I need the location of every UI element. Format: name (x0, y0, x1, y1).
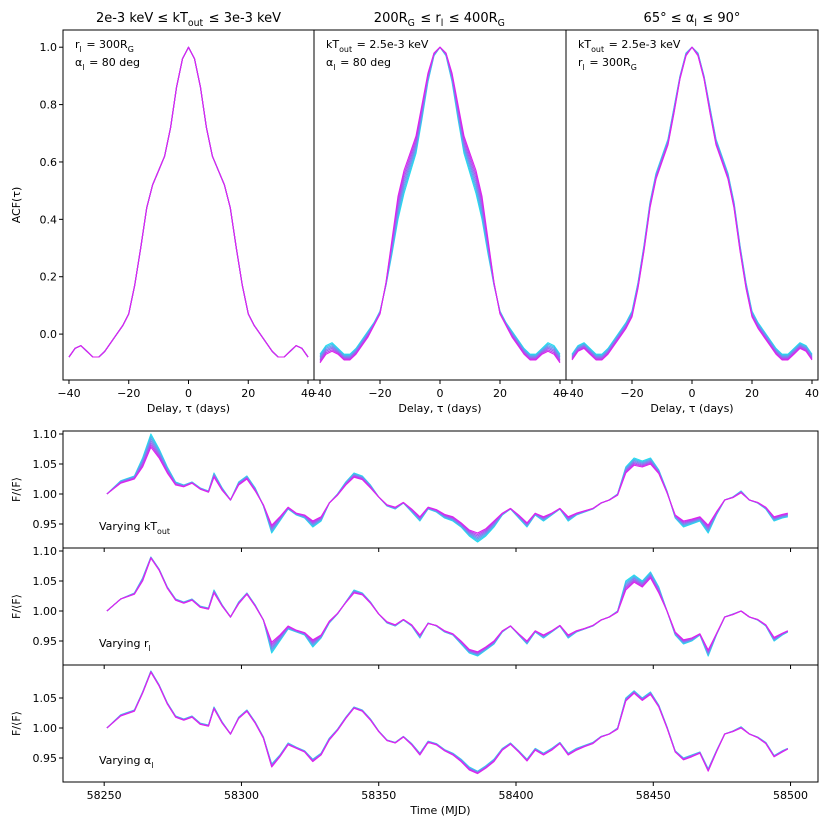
series-line-1 (571, 46, 813, 361)
x-tick-label: 58500 (773, 789, 808, 802)
y-tick-label: 1.00 (33, 605, 58, 618)
x-tick-label: 58450 (636, 789, 671, 802)
panel-acf_al: −40 −20 0 20 40 65° ≤ αl ≤ 90° Delay, τ (days)… (560, 11, 819, 415)
series-line-blend (571, 46, 813, 359)
y-tick-label: 0.95 (33, 752, 58, 765)
series-line-blend (68, 46, 309, 358)
x-axis-label: Delay, τ (days) (650, 402, 733, 415)
x-tick-label: −20 (117, 387, 140, 400)
series-line-blend (68, 46, 309, 358)
y-tick-label: 1.10 (33, 545, 58, 558)
x-tick-label: −40 (560, 387, 583, 400)
x-tick-label: 40 (805, 387, 819, 400)
panel-lc_al: 0.95 1.00 1.05 58250 58300 58350 58400 58450 585… (10, 664, 819, 817)
y-tick-label: 0.2 (40, 271, 58, 284)
panel-acf_kT: 0.0 0.2 0.4 0.6 0.8 1.0 −40 −20 0 20 40 2e-3 keV ≤ … (10, 11, 315, 415)
series-line-blend (319, 46, 561, 362)
panel-title: 65° ≤ αl ≤ 90° (644, 11, 741, 29)
series-line-1 (106, 557, 789, 653)
y-tick-label: 1.00 (33, 488, 58, 501)
series-line-blend (319, 46, 561, 356)
x-tick-label: 20 (493, 387, 507, 400)
x-tick-label: 58250 (87, 789, 122, 802)
y-tick-label: 0.95 (33, 635, 58, 648)
x-tick-label: −40 (308, 387, 331, 400)
y-tick-label: 1.05 (33, 575, 58, 588)
series-line-blend (571, 46, 813, 358)
y-tick-label: 1.05 (33, 692, 58, 705)
x-tick-label: −20 (368, 387, 391, 400)
annotation: rl = 300RG (578, 56, 638, 72)
series-line-0 (68, 46, 309, 358)
x-tick-label: −40 (57, 387, 80, 400)
plot-frame (565, 29, 819, 381)
series-line-1 (68, 46, 309, 358)
y-tick-label: 1.00 (33, 722, 58, 735)
annotation: Varying kTout (99, 520, 171, 536)
x-tick-label: 20 (745, 387, 759, 400)
annotation: αl = 80 deg (326, 56, 391, 72)
x-tick-label: 40 (553, 387, 567, 400)
y-axis-label: F/⟨F⟩ (10, 594, 23, 619)
series-line-1 (106, 671, 789, 775)
x-tick-label: 20 (241, 387, 255, 400)
plot-frame (62, 664, 819, 783)
series-line-1 (106, 446, 788, 534)
annotation: αl = 80 deg (75, 56, 140, 72)
x-tick-label: 58400 (499, 789, 534, 802)
series-line-0 (106, 670, 789, 772)
series-line-blend (68, 46, 309, 358)
panel-title: 2e-3 keV ≤ kTout ≤ 3e-3 keV (96, 11, 281, 29)
annotation: kTout = 2.5e-3 keV (578, 38, 681, 54)
annotation: Varying αl (99, 754, 155, 770)
series-line-blend (319, 46, 561, 361)
y-tick-label: 1.05 (33, 458, 58, 471)
series-line-blend (571, 46, 813, 356)
y-tick-label: 0.8 (40, 99, 58, 112)
y-tick-label: 1.0 (40, 41, 58, 54)
series-line-blend (571, 46, 813, 357)
y-tick-label: 0.95 (33, 518, 58, 531)
series-line-0 (319, 46, 561, 355)
series-line-blend (571, 46, 813, 360)
x-axis-label: Delay, τ (days) (398, 402, 481, 415)
x-tick-label: 40 (301, 387, 315, 400)
y-axis-label: F/⟨F⟩ (10, 711, 23, 736)
y-tick-label: 0.6 (40, 156, 58, 169)
y-axis-label: ACF(τ) (10, 187, 23, 224)
series-line-blend (68, 46, 309, 358)
x-tick-label: 0 (437, 387, 444, 400)
series-line-0 (571, 46, 813, 355)
x-tick-label: −20 (620, 387, 643, 400)
x-axis-label: Delay, τ (days) (147, 402, 230, 415)
annotation: kTout = 2.5e-3 keV (326, 38, 429, 54)
plot-frame (313, 29, 567, 381)
annotation: Varying rl (99, 637, 152, 653)
y-tick-label: 0.4 (40, 213, 58, 226)
series-line-blend (319, 46, 561, 358)
plot-frame (62, 29, 315, 381)
x-tick-label: 0 (185, 387, 192, 400)
series-line-blend (68, 46, 309, 358)
panel-lc_kT: 0.95 1.00 1.05 1.10 F/⟨F⟩ Varying kTout (10, 428, 819, 552)
panel-acf_rl: −40 −20 0 20 40 200RG ≤ rl ≤ 400RG Delay, τ (… (308, 11, 567, 415)
y-axis-label: F/⟨F⟩ (10, 477, 23, 502)
x-tick-label: 58300 (224, 789, 259, 802)
series-line-blend (319, 46, 561, 359)
panel-title: 200RG ≤ rl ≤ 400RG (374, 11, 506, 29)
x-tick-label: 58350 (361, 789, 396, 802)
x-axis-label: Time (MJD) (409, 804, 470, 817)
panel-lc_rl: 0.95 1.00 1.05 1.10 F/⟨F⟩ Varying rl (10, 545, 819, 669)
y-tick-label: 0.0 (40, 328, 58, 341)
plot-frame (62, 430, 819, 549)
series-line-1 (319, 46, 561, 364)
y-tick-label: 1.10 (33, 428, 58, 441)
annotation: rl = 300RG (75, 38, 135, 54)
x-tick-label: 0 (689, 387, 696, 400)
